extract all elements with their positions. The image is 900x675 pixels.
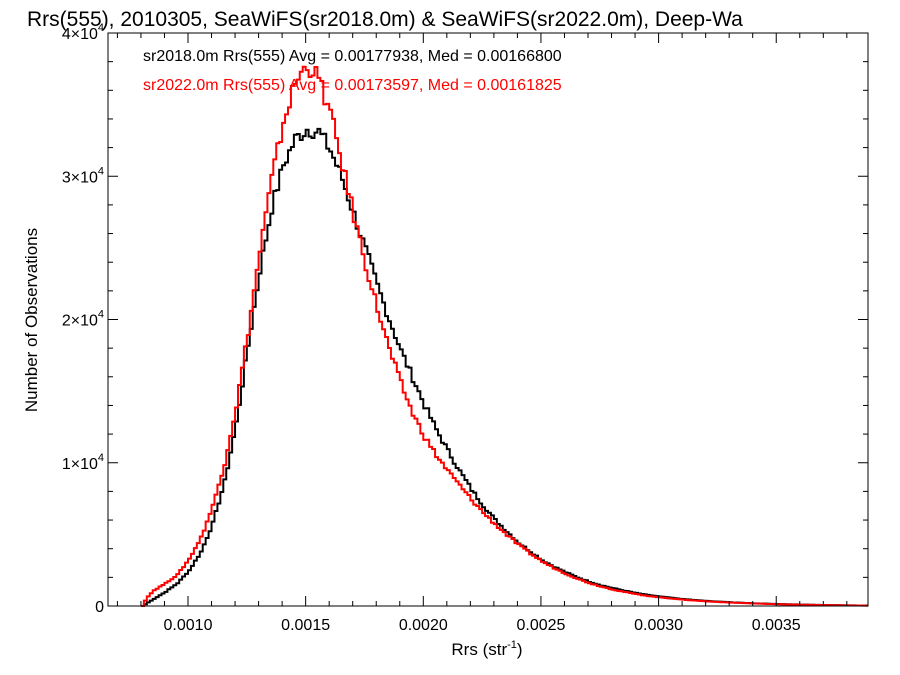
y-tick-exponent: 4 [98, 165, 104, 177]
y-tick-mantissa: 1×10 [62, 456, 98, 473]
x-axis-label-sup: -1 [507, 639, 517, 651]
y-tick-mantissa: 0 [95, 599, 104, 616]
y-tick-label: 1×104 [62, 452, 104, 473]
legend-entry-1: sr2018.0m Rrs(555) Avg = 0.00177938, Med… [143, 48, 562, 65]
y-tick-mantissa: 4×10 [62, 26, 98, 43]
x-axis: 0.0010 0.0015 0.0020 0.0025 0.0030 0.0035 [116, 33, 848, 634]
legend-entry-2: sr2022.0m Rrs(555) Avg = 0.00173597, Med… [143, 77, 562, 94]
x-tick-label: 0.0025 [516, 617, 565, 634]
y-tick-label: 0 [95, 599, 104, 616]
x-tick-label: 0.0015 [281, 617, 330, 634]
series-line-1 [140, 127, 869, 607]
x-axis-label-text: Rrs (str [451, 640, 507, 659]
y-tick-label: 2×104 [62, 309, 104, 330]
y-tick-label: 3×104 [62, 165, 104, 186]
series-layer [140, 65, 869, 607]
x-tick-label: 0.0010 [164, 617, 213, 634]
series-line-2 [140, 65, 869, 607]
chart-title: Rrs(555), 2010305, SeaWiFS(sr2018.0m) & … [27, 8, 743, 31]
plot-frame [107, 32, 869, 607]
y-tick-label: 4×104 [62, 22, 104, 43]
x-tick-label: 0.0035 [752, 617, 801, 634]
y-tick-exponent: 4 [98, 22, 104, 34]
legend: sr2018.0m Rrs(555) Avg = 0.00177938, Med… [143, 48, 562, 94]
x-tick-label: 0.0030 [634, 617, 683, 634]
x-tick-label: 0.0020 [399, 617, 448, 634]
x-axis-label-end: ) [517, 640, 523, 659]
x-axis-label: Rrs (str-1) [451, 639, 522, 659]
y-tick-mantissa: 2×10 [62, 313, 98, 330]
y-tick-mantissa: 3×10 [62, 169, 98, 186]
y-tick-exponent: 4 [98, 452, 104, 464]
y-tick-exponent: 4 [98, 309, 104, 321]
y-axis-label: Number of Observations [22, 228, 41, 412]
